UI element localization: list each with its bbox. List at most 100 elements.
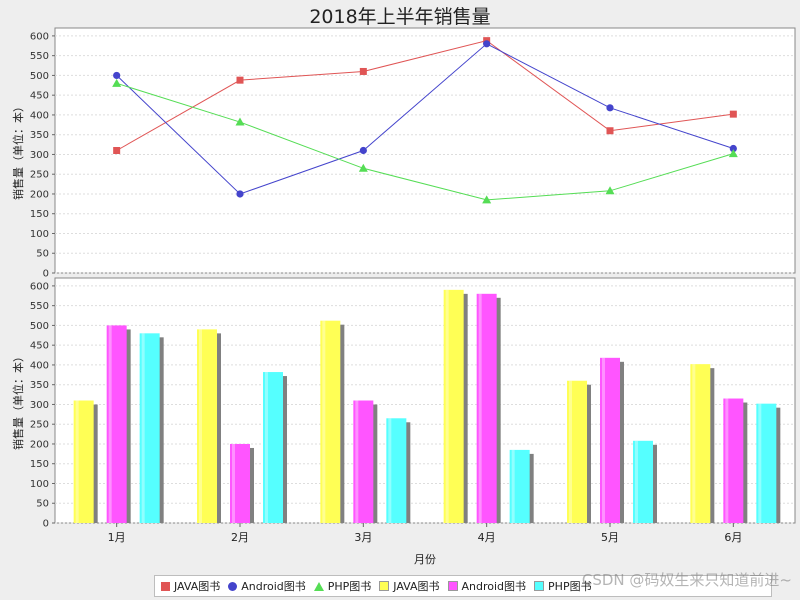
data-point bbox=[112, 78, 122, 87]
data-point bbox=[728, 149, 738, 158]
y-tick-label: 150 bbox=[30, 209, 49, 220]
bar-highlight bbox=[635, 440, 638, 523]
x-tick-label: 5月 bbox=[601, 531, 619, 544]
y-tick-label: 300 bbox=[30, 400, 49, 411]
bar-highlight bbox=[108, 325, 112, 523]
bar bbox=[633, 440, 653, 523]
legend-label: PHP图书 bbox=[548, 580, 592, 593]
x-tick-label: 6月 bbox=[724, 531, 742, 544]
legend-swatch bbox=[447, 581, 458, 591]
y-tick-label: 550 bbox=[30, 51, 49, 62]
bar-highlight bbox=[355, 400, 359, 523]
y-tick-label: 550 bbox=[30, 301, 49, 312]
data-point bbox=[606, 104, 614, 112]
data-point bbox=[358, 163, 368, 172]
y-tick-label: 400 bbox=[30, 110, 49, 121]
y-tick-label: 500 bbox=[30, 71, 49, 82]
y-tick-label: 0 bbox=[43, 519, 49, 530]
legend-swatch bbox=[379, 581, 390, 591]
plot-area-line bbox=[54, 27, 796, 274]
y-tick-label: 600 bbox=[30, 31, 49, 42]
bar bbox=[353, 400, 374, 523]
bar bbox=[567, 380, 587, 523]
legend-item: Android图书 bbox=[228, 578, 306, 594]
bar bbox=[443, 289, 464, 523]
y-tick-label: 250 bbox=[30, 170, 49, 181]
data-point bbox=[113, 147, 121, 154]
bar-highlight bbox=[445, 289, 449, 523]
y-tick-label: 50 bbox=[36, 499, 49, 510]
series-line-1 bbox=[116, 43, 734, 195]
y-tick-label: 400 bbox=[30, 360, 49, 371]
data-point bbox=[235, 117, 245, 126]
bar-highlight bbox=[511, 449, 515, 523]
y-tick-label: 350 bbox=[30, 130, 49, 141]
x-tick-label: 1月 bbox=[108, 531, 126, 544]
bar bbox=[600, 357, 620, 523]
data-point bbox=[113, 71, 121, 80]
bar-highlight bbox=[478, 293, 482, 523]
bar bbox=[139, 333, 160, 523]
data-point bbox=[359, 146, 367, 155]
y-tick-label: 50 bbox=[36, 249, 49, 260]
bar-highlight bbox=[199, 329, 202, 523]
data-point bbox=[359, 67, 367, 75]
bar bbox=[723, 398, 744, 523]
legend-label: Android图书 bbox=[461, 580, 527, 593]
bar bbox=[756, 403, 777, 523]
legend-swatch bbox=[228, 581, 238, 591]
y-tick-label: 200 bbox=[30, 439, 49, 450]
bar bbox=[106, 325, 127, 523]
bar bbox=[197, 329, 217, 523]
data-point bbox=[605, 186, 615, 195]
x-tick-label: 3月 bbox=[354, 531, 372, 544]
legend-label: JAVA图书 bbox=[393, 580, 440, 593]
y-tick-label: 500 bbox=[30, 321, 49, 332]
y-tick-label: 600 bbox=[30, 281, 49, 292]
y-tick-label: 300 bbox=[30, 150, 49, 161]
bar-highlight bbox=[141, 333, 145, 523]
bar-highlight bbox=[725, 398, 729, 523]
data-point bbox=[236, 190, 244, 198]
y-tick-label: 350 bbox=[30, 380, 49, 391]
bar bbox=[386, 418, 407, 523]
bar-highlight bbox=[569, 380, 572, 523]
y-tick-label: 250 bbox=[30, 420, 49, 431]
y-tick-label: 450 bbox=[30, 341, 49, 352]
plot-area-bar bbox=[54, 277, 796, 524]
bar-highlight bbox=[322, 320, 326, 523]
bar-highlight bbox=[602, 357, 605, 523]
bar bbox=[73, 400, 94, 523]
data-point bbox=[729, 110, 737, 118]
data-point bbox=[236, 76, 244, 84]
y-tick-label: 200 bbox=[30, 189, 49, 200]
bar-highlight bbox=[758, 403, 762, 523]
bar bbox=[230, 443, 250, 523]
legend-item: PHP图书 bbox=[313, 578, 371, 594]
data-point bbox=[606, 127, 614, 135]
x-axis-title: 月份 bbox=[414, 553, 436, 566]
legend-swatch bbox=[313, 581, 324, 591]
legend-item: Android图书 bbox=[447, 578, 527, 594]
bar-highlight bbox=[75, 400, 79, 523]
legend-item: PHP图书 bbox=[534, 578, 592, 594]
legend-label: JAVA图书 bbox=[174, 580, 221, 593]
data-point bbox=[483, 40, 491, 48]
bar-highlight bbox=[232, 443, 235, 523]
series-line-0 bbox=[116, 40, 734, 151]
legend-swatch bbox=[161, 581, 170, 591]
series-line-2 bbox=[116, 82, 734, 201]
bar bbox=[320, 320, 341, 523]
bar-highlight bbox=[388, 418, 392, 523]
chart-title: 2018年上半年销售量 bbox=[309, 6, 491, 28]
data-point bbox=[729, 144, 737, 153]
y-tick-label: 450 bbox=[30, 91, 49, 102]
bar bbox=[690, 364, 711, 523]
legend-item: JAVA图书 bbox=[161, 578, 220, 594]
data-point bbox=[482, 195, 492, 204]
y-tick-label: 100 bbox=[30, 479, 49, 490]
y-tick-label: 150 bbox=[30, 459, 49, 470]
bar bbox=[476, 293, 497, 523]
y-tick-label: 100 bbox=[30, 229, 49, 240]
